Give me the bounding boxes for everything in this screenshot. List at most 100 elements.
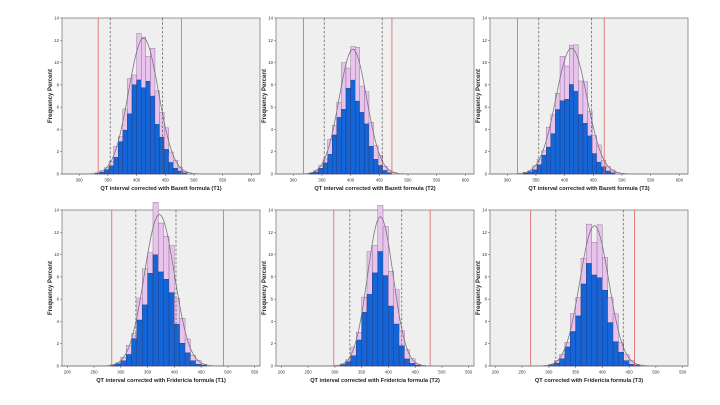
bar-subgroup [150, 95, 156, 175]
bar-subgroup [404, 358, 410, 367]
x-tick-label: 200 [492, 370, 500, 375]
bar-subgroup [332, 134, 338, 175]
y-tick-label: 10 [482, 60, 487, 65]
x-tick-label: 350 [104, 178, 112, 183]
x-axis-label: QT interval corrected with Fridericia fo… [96, 378, 226, 384]
bar-subgroup [372, 272, 378, 367]
x-tick-label: 200 [278, 370, 286, 375]
bar-subgroup [591, 153, 597, 175]
y-tick-label: 4 [485, 319, 488, 324]
x-tick-label: 450 [626, 370, 634, 375]
x-tick-label: 300 [76, 178, 84, 183]
bar-subgroup [387, 172, 393, 175]
normal-curve [490, 225, 688, 367]
y-tick-label: 0 [57, 172, 60, 177]
y-tick-label: 8 [57, 274, 60, 279]
x-tick-label: 400 [599, 370, 607, 375]
x-tick-label: 550 [219, 178, 227, 183]
bar-subgroup [546, 146, 552, 175]
x-tick-label: 450 [412, 370, 420, 375]
x-tick-label: 400 [133, 178, 141, 183]
bar-subgroup [382, 275, 389, 367]
y-tick-label: 2 [271, 149, 274, 154]
bar-subgroup [634, 365, 641, 367]
bar-subgroup [586, 263, 592, 367]
x-tick-label: 550 [465, 370, 473, 375]
y-tick-label: 4 [57, 319, 60, 324]
bar-subgroup [373, 159, 379, 175]
x-axis-label: QT interval corrected with Bazett formul… [314, 186, 435, 192]
bar-subgroup [605, 170, 611, 175]
y-tick-label: 4 [485, 127, 488, 132]
bar-subgroup [113, 157, 119, 175]
y-axis-label: Frequency Percent [48, 261, 54, 315]
bar-subgroup [628, 364, 635, 367]
y-tick-label: 6 [57, 297, 60, 302]
y-tick-label: 14 [54, 208, 59, 213]
bar-subgroup [99, 172, 105, 175]
bar-subgroup [388, 305, 394, 367]
bar-subgroup [414, 365, 421, 367]
bar-subgroup [361, 312, 368, 367]
bar-subgroup [350, 355, 357, 367]
y-axis-label: Frequency Percent [476, 261, 482, 315]
normal-curve [276, 216, 474, 367]
x-tick-label: 500 [190, 178, 198, 183]
bar-subgroup [179, 342, 186, 367]
y-tick-label: 12 [268, 230, 273, 235]
x-tick-label: 300 [545, 370, 553, 375]
y-tick-label: 12 [54, 230, 59, 235]
normal-curve [276, 48, 474, 175]
y-tick-label: 10 [54, 60, 59, 65]
y-axis-label: Frequency Percent [48, 69, 54, 123]
y-tick-label: 0 [57, 364, 60, 369]
histogram-bazett-t1: 0 2 4 6 8 10 12 14 300 350 400 450 500 550 600 QT inter… [48, 16, 263, 196]
x-tick-label: 450 [198, 370, 206, 375]
bar-subgroup [108, 165, 114, 175]
bar-subgroup [564, 99, 570, 175]
y-tick-label: 12 [268, 38, 273, 43]
chart-svg: 0 2 4 6 8 10 12 14 300 350 400 450 500 550 600 QT inter… [476, 16, 689, 192]
bar-subgroup [168, 162, 174, 175]
bar-subgroup [190, 360, 196, 367]
bar-subgroup [359, 112, 365, 175]
chart-svg: 0 2 4 6 8 10 12 14 200 250 300 350 400 450 500 550 QT in… [262, 205, 475, 384]
y-tick-label: 4 [57, 127, 60, 132]
bar-subgroup [409, 363, 416, 367]
bar-subgroup [591, 274, 598, 367]
x-tick-label: 550 [433, 178, 441, 183]
bar-subgroup [136, 79, 142, 175]
bar-subgroup [182, 172, 188, 175]
bar-subgroup [104, 169, 110, 175]
y-tick-label: 14 [482, 208, 487, 213]
histogram-bazett-t3: 0 2 4 6 8 10 12 14 300 350 400 450 500 550 600 QT inter… [476, 16, 691, 196]
bar-subgroup [536, 164, 542, 175]
x-tick-label: 250 [91, 370, 99, 375]
x-tick-label: 500 [618, 178, 626, 183]
bar-subgroup [142, 304, 148, 367]
bar-subgroup [541, 155, 547, 175]
bar-subgroup [564, 346, 571, 367]
x-tick-label: 550 [679, 370, 687, 375]
x-tick-label: 400 [385, 370, 393, 375]
bar-subgroup [356, 339, 362, 367]
bar-subgroup [366, 294, 373, 367]
normal-curve [490, 47, 688, 175]
bar-subgroup [601, 166, 607, 175]
x-tick-label: 350 [572, 370, 580, 375]
bar-subgroup [322, 162, 328, 175]
bar-subgroup [596, 277, 603, 367]
x-tick-label: 300 [290, 178, 298, 183]
y-tick-label: 0 [271, 172, 274, 177]
y-tick-label: 8 [485, 274, 488, 279]
y-tick-label: 10 [482, 252, 487, 257]
bar-subgroup [550, 133, 556, 175]
x-tick-label: 200 [64, 370, 72, 375]
y-tick-label: 6 [271, 297, 274, 302]
y-tick-label: 6 [485, 297, 488, 302]
bar-subgroup [532, 169, 538, 175]
y-tick-label: 14 [482, 16, 487, 21]
y-tick-label: 6 [271, 105, 274, 110]
bar-subgroup [587, 135, 593, 175]
x-tick-label: 500 [438, 370, 446, 375]
